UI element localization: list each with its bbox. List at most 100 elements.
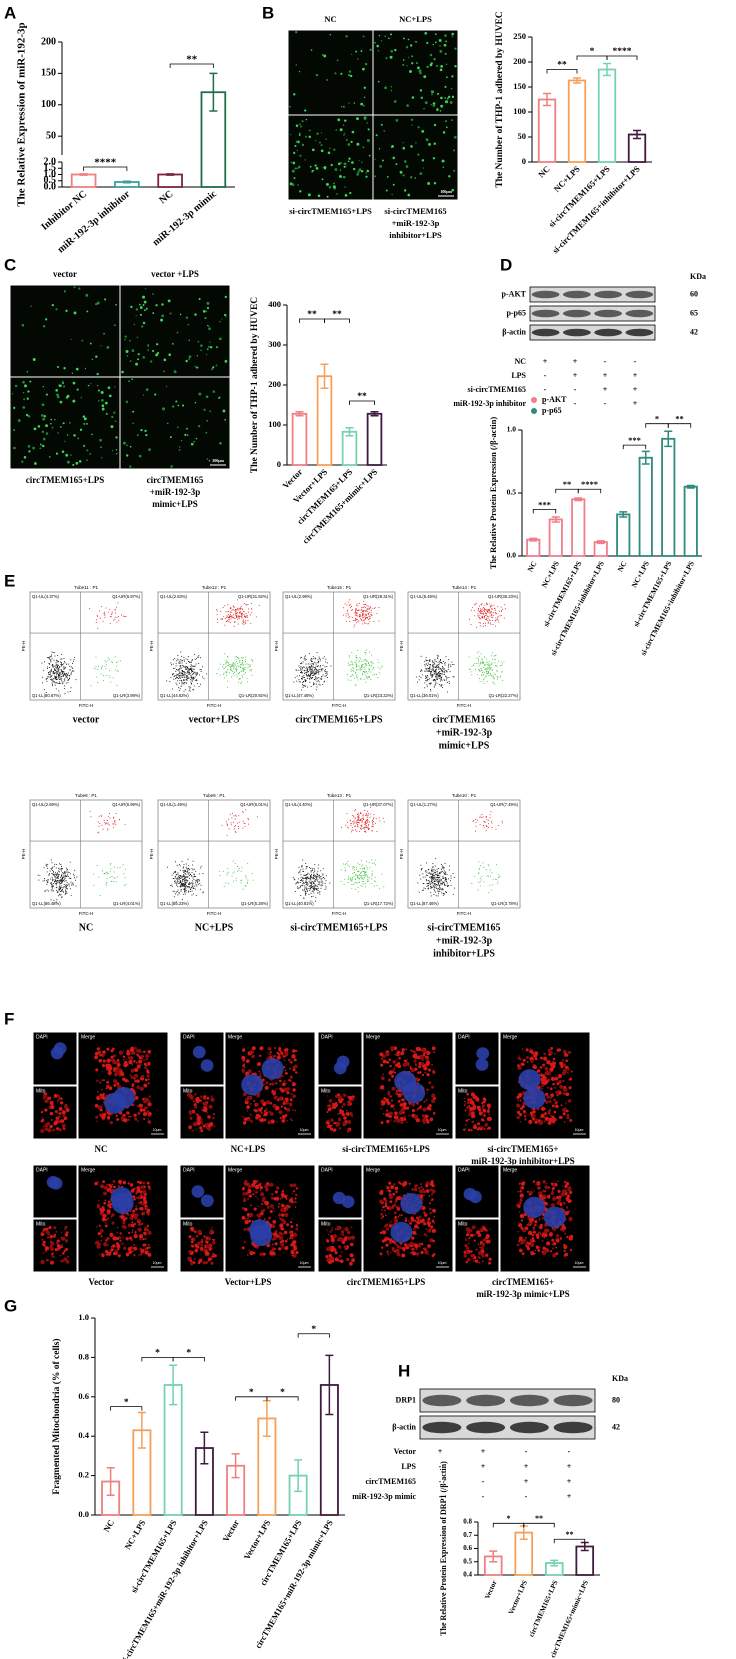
cell-dot — [321, 54, 324, 56]
dapi-image — [179, 1031, 225, 1086]
event-dot — [105, 822, 107, 824]
cell-dot — [289, 105, 291, 108]
event-dot — [504, 604, 506, 606]
cell-dot — [155, 353, 159, 357]
event-dot — [359, 872, 361, 874]
event-dot — [355, 809, 356, 811]
cell-dot — [322, 167, 324, 169]
blot-band — [422, 1394, 462, 1407]
event-dot — [434, 890, 436, 892]
event-dot — [302, 868, 304, 870]
event-dot — [489, 663, 491, 665]
cell-dot — [40, 414, 44, 417]
event-dot — [487, 612, 489, 613]
event-dot — [62, 663, 64, 665]
event-dot — [417, 882, 419, 884]
scale-label: 200μm — [212, 458, 224, 463]
event-dot — [114, 819, 116, 821]
event-dot — [73, 875, 75, 877]
event-dot — [90, 816, 92, 818]
event-dot — [73, 659, 75, 660]
event-dot — [317, 890, 319, 891]
event-dot — [52, 666, 54, 667]
event-dot — [317, 672, 319, 673]
event-dot — [442, 866, 444, 868]
event-dot — [313, 868, 315, 869]
cell-dot — [75, 461, 79, 465]
event-dot — [495, 828, 497, 830]
event-dot — [415, 676, 417, 678]
event-dot — [65, 676, 67, 678]
event-dot — [247, 817, 249, 819]
event-dot — [38, 879, 40, 881]
cell-dot — [39, 447, 42, 450]
cell-dot — [55, 389, 58, 392]
event-dot — [313, 672, 315, 674]
event-dot — [365, 821, 367, 823]
event-dot — [51, 684, 53, 685]
cell-dot — [423, 75, 427, 79]
event-dot — [501, 663, 503, 665]
event-dot — [241, 617, 243, 619]
event-dot — [494, 662, 496, 664]
event-dot — [438, 671, 440, 673]
flow-axis-label: FITC-H — [207, 703, 222, 708]
event-dot — [247, 620, 249, 622]
event-dot — [108, 873, 110, 875]
event-dot — [421, 868, 423, 869]
event-dot — [496, 879, 498, 881]
event-dot — [501, 820, 503, 822]
event-dot — [116, 617, 118, 619]
event-dot — [436, 874, 438, 876]
cell-dot — [347, 143, 351, 146]
event-dot — [478, 872, 480, 874]
event-dot — [233, 667, 235, 669]
event-dot — [354, 882, 356, 884]
event-dot — [437, 675, 439, 677]
event-dot — [351, 878, 353, 880]
event-dot — [356, 868, 358, 870]
condition-sign: - — [439, 1492, 442, 1501]
blot-strip — [529, 286, 656, 303]
event-dot — [70, 687, 72, 689]
event-dot — [301, 672, 303, 674]
event-dot — [499, 676, 501, 678]
mito-dot — [203, 1101, 208, 1107]
event-dot — [369, 617, 371, 619]
event-dot — [90, 685, 92, 687]
cell-dot — [212, 390, 216, 393]
event-dot — [324, 878, 326, 880]
event-dot — [175, 682, 177, 684]
event-dot — [314, 864, 316, 866]
event-dot — [174, 880, 176, 882]
event-dot — [182, 664, 184, 666]
image-tag: DAPI — [36, 1034, 48, 1040]
event-dot — [192, 864, 194, 866]
event-dot — [496, 671, 498, 673]
mito-dot — [120, 1072, 125, 1077]
event-dot — [55, 867, 57, 869]
event-dot — [310, 875, 312, 877]
event-dot — [108, 670, 110, 672]
event-dot — [50, 868, 52, 869]
event-dot — [231, 666, 233, 667]
event-dot — [304, 892, 306, 894]
mito-dot — [62, 1127, 66, 1130]
event-dot — [364, 663, 366, 665]
cell-dot — [339, 174, 341, 177]
event-dot — [355, 829, 357, 831]
event-dot — [51, 657, 53, 659]
event-dot — [70, 659, 72, 661]
condition-sign: - — [604, 399, 607, 408]
event-dot — [427, 678, 429, 680]
condition-sign: + — [567, 1492, 572, 1501]
event-dot — [313, 683, 315, 685]
event-dot — [321, 668, 323, 670]
event-dot — [314, 876, 316, 878]
quadrant-label: Q1-UR(35.23%) — [488, 594, 519, 599]
event-dot — [176, 660, 178, 662]
blot-band — [625, 309, 654, 318]
event-dot — [325, 885, 327, 887]
event-dot — [241, 866, 243, 868]
